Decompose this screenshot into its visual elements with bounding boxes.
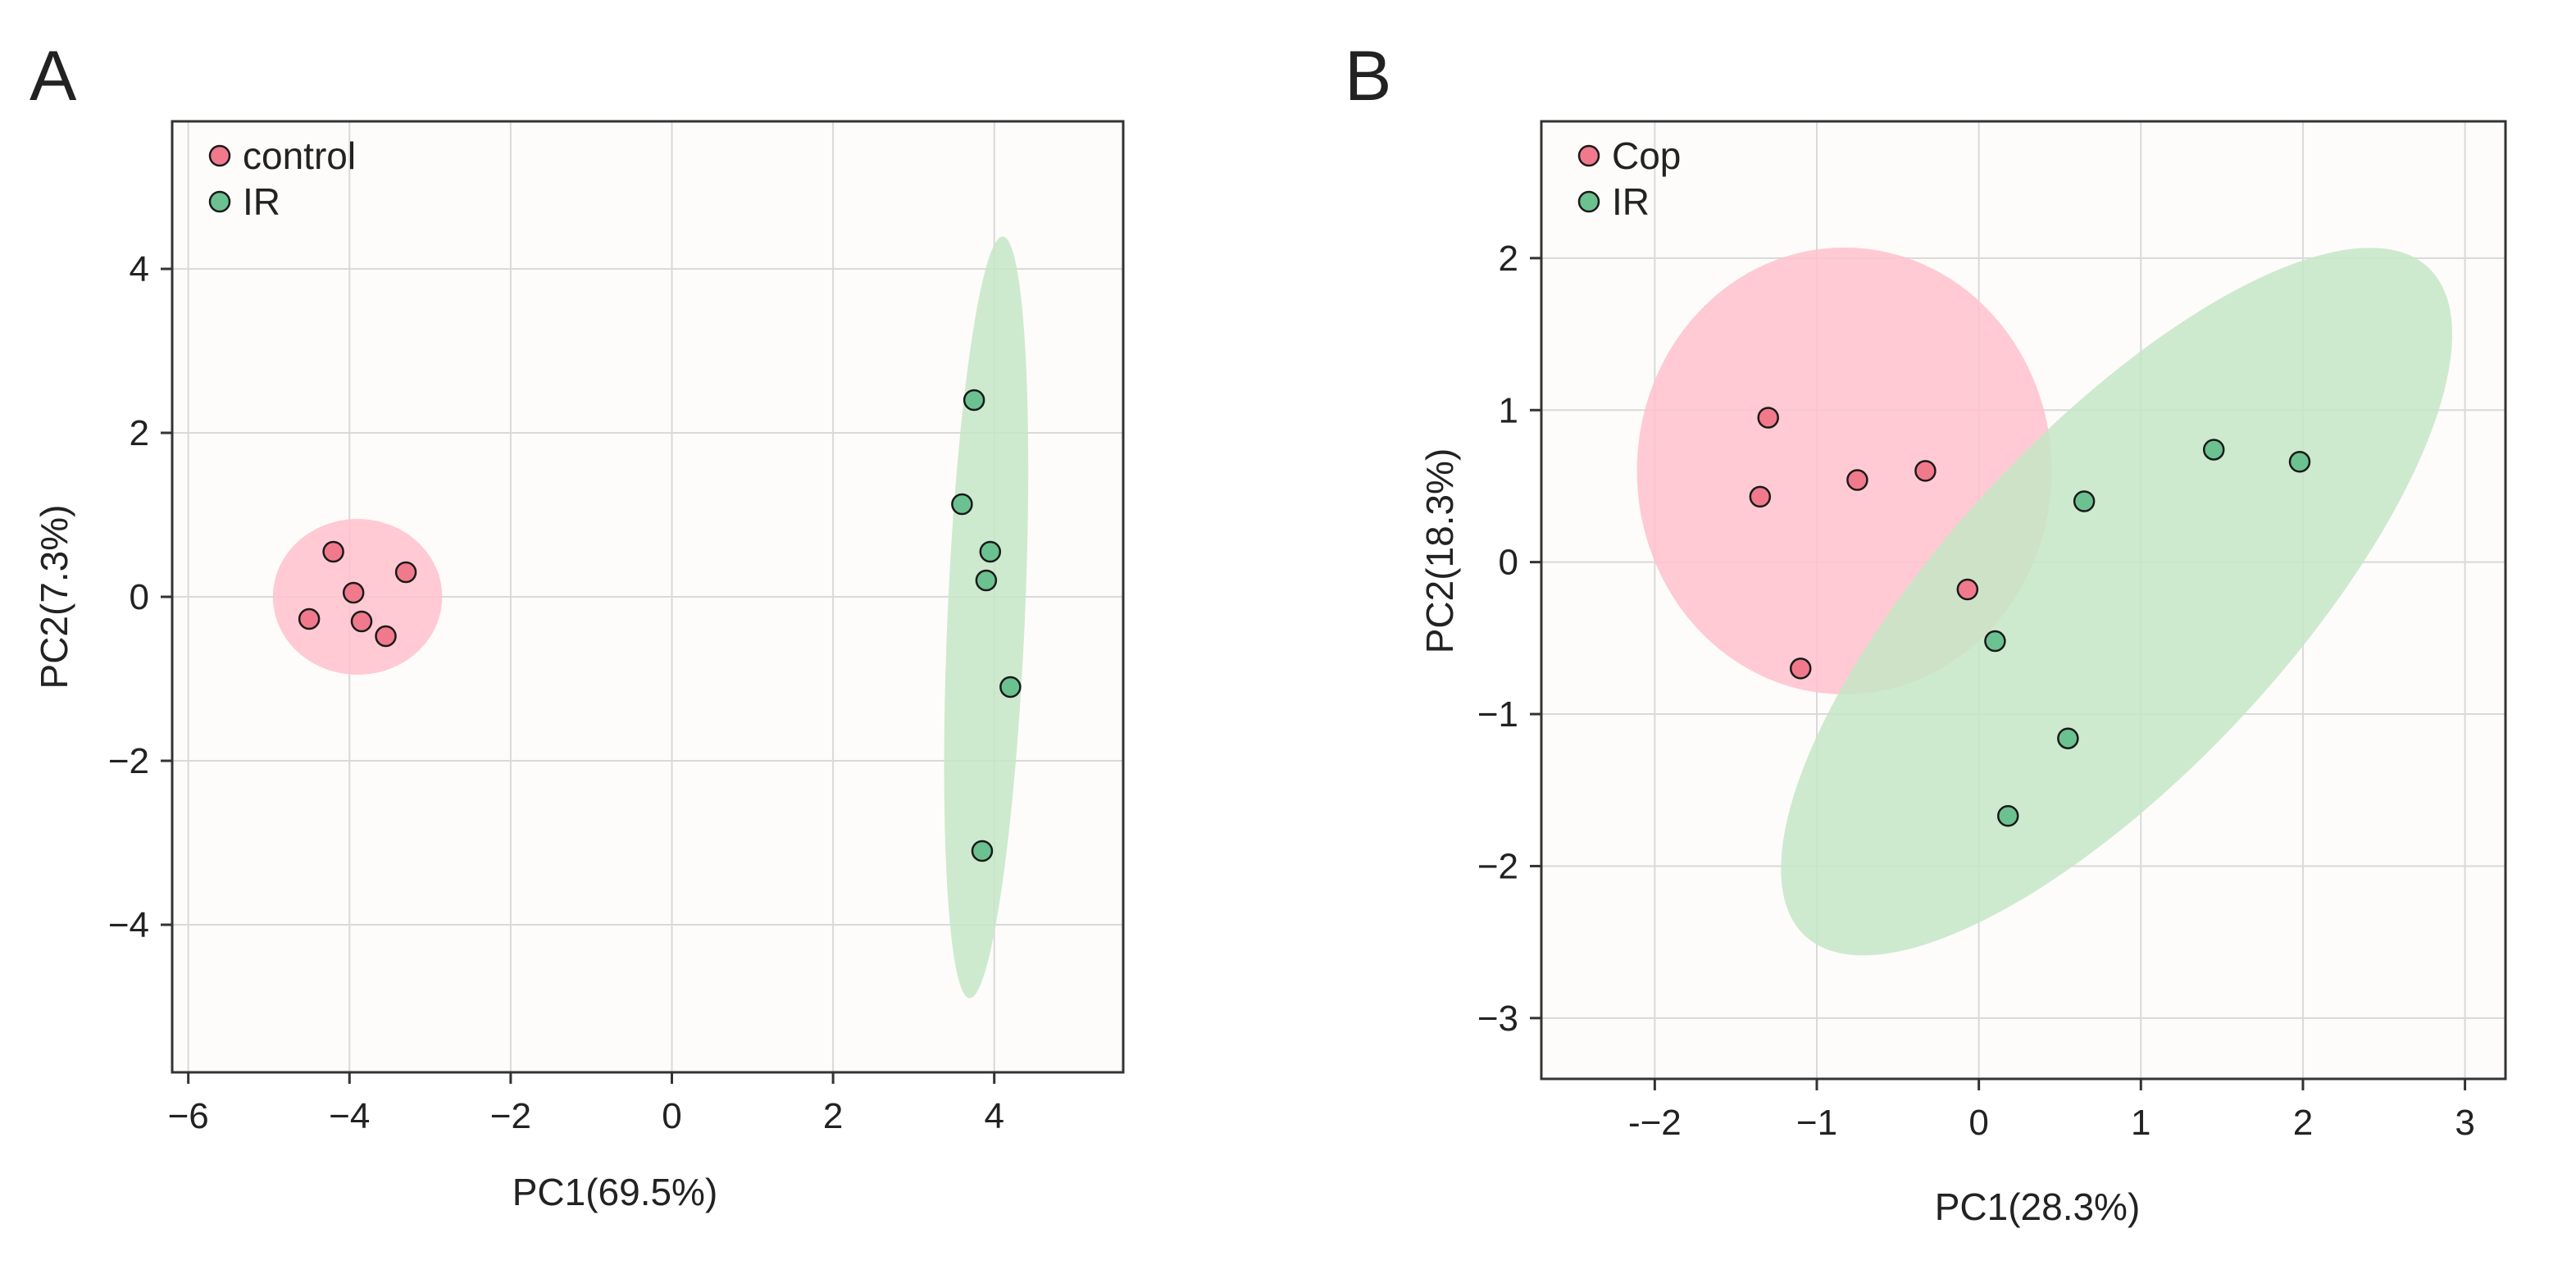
panel-a-legend-marker bbox=[208, 144, 231, 167]
panel-b-cop-point bbox=[1749, 485, 1772, 508]
panel-b-x-tick-label: 3 bbox=[2455, 1103, 2474, 1143]
panel-a-x-tick-label: 4 bbox=[984, 1096, 1004, 1136]
panel-b-x-tick-label: -−2 bbox=[1628, 1103, 1682, 1143]
panel-a-ir-confidence-ellipse bbox=[944, 236, 1029, 999]
panel-a-confidence-ellipses bbox=[272, 236, 1029, 999]
panel-a-y-axis-label: PC2(7.3%) bbox=[33, 505, 75, 689]
panel-a-legend-label: control bbox=[243, 134, 356, 177]
panel-a-y-tick-label: −2 bbox=[108, 741, 149, 781]
panel-a-x-tick-label: −6 bbox=[168, 1096, 209, 1136]
panel-a-x-ticks: −6 −4 −2 0 2 4 bbox=[168, 1072, 1004, 1136]
panel-b-y-tick-label: −1 bbox=[1477, 694, 1518, 735]
panel-b-y-tick-label: 1 bbox=[1499, 390, 1518, 430]
panel-a-label: A bbox=[30, 37, 77, 116]
panel-b-legend-marker bbox=[1577, 190, 1600, 213]
panel-b-ir-point bbox=[1996, 805, 2019, 827]
panel-a-control-point bbox=[375, 625, 397, 648]
panel-a-x-tick-label: −4 bbox=[329, 1096, 370, 1136]
panel-a-ir-point bbox=[963, 389, 985, 412]
panel-b-y-ticks: −3 −2 −1 0 1 2 bbox=[1477, 239, 1541, 1039]
panel-a-y-tick-label: 4 bbox=[130, 249, 149, 289]
panel-b-x-axis-label: PC1(28.3%) bbox=[1935, 1185, 2141, 1228]
panel-b-y-tick-label: −3 bbox=[1477, 999, 1518, 1039]
panel-b-confidence-ellipses bbox=[1636, 247, 2452, 956]
panel-b-cop-point bbox=[1757, 407, 1779, 429]
panel-b-x-tick-label: −1 bbox=[1796, 1103, 1837, 1143]
panel-b-plot-frame bbox=[1540, 120, 2507, 1081]
panel-b-ir-point bbox=[2202, 439, 2225, 461]
panel-a-ir-point bbox=[999, 676, 1022, 698]
panel-a-ir-point bbox=[975, 569, 998, 592]
panel-b-cop-point bbox=[1789, 657, 1812, 680]
panel-a-x-tick-label: −2 bbox=[490, 1096, 531, 1136]
panel-b-label: B bbox=[1345, 37, 1391, 116]
panel-b-cop-point bbox=[1846, 469, 1868, 491]
panel-b-ir-point bbox=[2073, 490, 2096, 512]
panel-a-x-tick-label: 2 bbox=[823, 1096, 843, 1136]
panel-b-x-tick-label: 0 bbox=[1968, 1103, 1988, 1143]
panel-a-control-point bbox=[298, 607, 321, 630]
panel-a-control-point bbox=[394, 561, 417, 584]
panel-a-control-point bbox=[350, 610, 373, 633]
panel-b-ir-point bbox=[2288, 451, 2311, 473]
panel-b-x-tick-label: 2 bbox=[2293, 1103, 2313, 1143]
panel-a-ir-point bbox=[951, 493, 973, 516]
panel-b-ir-confidence-ellipse bbox=[1781, 248, 2452, 956]
panel-a-control-point bbox=[322, 540, 344, 563]
panel-b-y-tick-label: −2 bbox=[1477, 846, 1518, 886]
panel-b-ir-point bbox=[2057, 727, 2079, 749]
panel-a-ir-point bbox=[979, 540, 1002, 563]
panel-b-legend-label: Cop bbox=[1612, 134, 1681, 177]
panel-b-legend-marker bbox=[1577, 144, 1600, 167]
panel-a-legend-marker bbox=[208, 190, 231, 213]
panel-b-y-tick-label: 0 bbox=[1499, 543, 1518, 583]
panel-a-control-point bbox=[342, 581, 365, 604]
panel-b-x-ticks: -−2 −1 0 1 2 3 bbox=[1628, 1079, 2475, 1143]
panel-a-ir-point bbox=[971, 839, 994, 862]
panel-b-y-tick-label: 2 bbox=[1499, 239, 1518, 279]
panel-b-cop-point bbox=[1914, 460, 1937, 482]
panel-a-legend-label: IR bbox=[243, 180, 280, 223]
panel-a-x-axis-label: PC1(69.5%) bbox=[512, 1171, 718, 1213]
panel-b-legend-label: IR bbox=[1612, 180, 1650, 223]
panel-b-x-tick-label: 1 bbox=[2131, 1103, 2150, 1143]
panel-a-data-points bbox=[298, 389, 1022, 862]
panel-a-y-tick-label: 0 bbox=[130, 577, 149, 617]
panel-b-ir-point bbox=[1984, 630, 2006, 653]
panel-b-cop-point bbox=[1956, 578, 1979, 601]
panel-a-x-tick-label: 0 bbox=[662, 1096, 681, 1136]
panel-b-y-axis-label: PC2(18.3%) bbox=[1418, 448, 1461, 654]
panel-a-y-tick-label: 2 bbox=[130, 413, 149, 453]
panel-a-y-tick-label: −4 bbox=[108, 905, 149, 945]
panel-a-y-ticks: −4 −2 0 2 4 bbox=[108, 249, 172, 945]
panel-b-data-points bbox=[1749, 407, 2311, 827]
